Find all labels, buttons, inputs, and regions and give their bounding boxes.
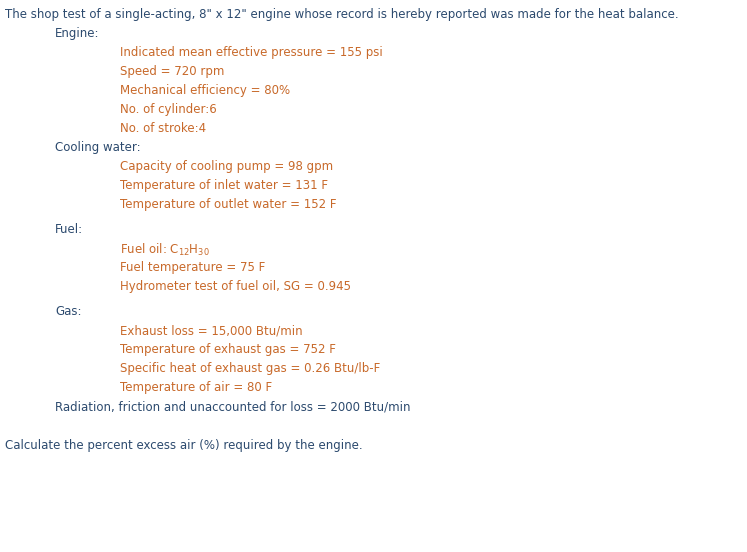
Text: Hydrometer test of fuel oil, SG = 0.945: Hydrometer test of fuel oil, SG = 0.945	[120, 280, 351, 293]
Text: Fuel temperature = 75 F: Fuel temperature = 75 F	[120, 261, 265, 274]
Text: No. of cylinder:6: No. of cylinder:6	[120, 103, 217, 116]
Text: Capacity of cooling pump = 98 gpm: Capacity of cooling pump = 98 gpm	[120, 160, 333, 173]
Text: Fuel oil: $\mathregular{C_{12}H_{30}}$: Fuel oil: $\mathregular{C_{12}H_{30}}$	[120, 242, 210, 258]
Text: Specific heat of exhaust gas = 0.26 Btu/lb-F: Specific heat of exhaust gas = 0.26 Btu/…	[120, 362, 380, 375]
Text: Indicated mean effective pressure = 155 psi: Indicated mean effective pressure = 155 …	[120, 46, 382, 59]
Text: Cooling water:: Cooling water:	[55, 141, 140, 154]
Text: Temperature of inlet water = 131 F: Temperature of inlet water = 131 F	[120, 179, 328, 192]
Text: The shop test of a single-acting, 8" x 12" engine whose record is hereby reporte: The shop test of a single-acting, 8" x 1…	[5, 8, 678, 21]
Text: Radiation, friction and unaccounted for loss = 2000 Btu/min: Radiation, friction and unaccounted for …	[55, 400, 411, 413]
Text: Engine:: Engine:	[55, 27, 99, 40]
Text: Calculate the percent excess air (%) required by the engine.: Calculate the percent excess air (%) req…	[5, 439, 362, 452]
Text: Temperature of exhaust gas = 752 F: Temperature of exhaust gas = 752 F	[120, 343, 336, 356]
Text: No. of stroke:4: No. of stroke:4	[120, 122, 206, 135]
Text: Gas:: Gas:	[55, 305, 81, 318]
Text: Speed = 720 rpm: Speed = 720 rpm	[120, 65, 224, 78]
Text: Temperature of air = 80 F: Temperature of air = 80 F	[120, 381, 272, 394]
Text: Mechanical efficiency = 80%: Mechanical efficiency = 80%	[120, 84, 290, 97]
Text: Fuel:: Fuel:	[55, 223, 83, 236]
Text: Exhaust loss = 15,000 Btu/min: Exhaust loss = 15,000 Btu/min	[120, 324, 303, 337]
Text: Temperature of outlet water = 152 F: Temperature of outlet water = 152 F	[120, 198, 336, 211]
